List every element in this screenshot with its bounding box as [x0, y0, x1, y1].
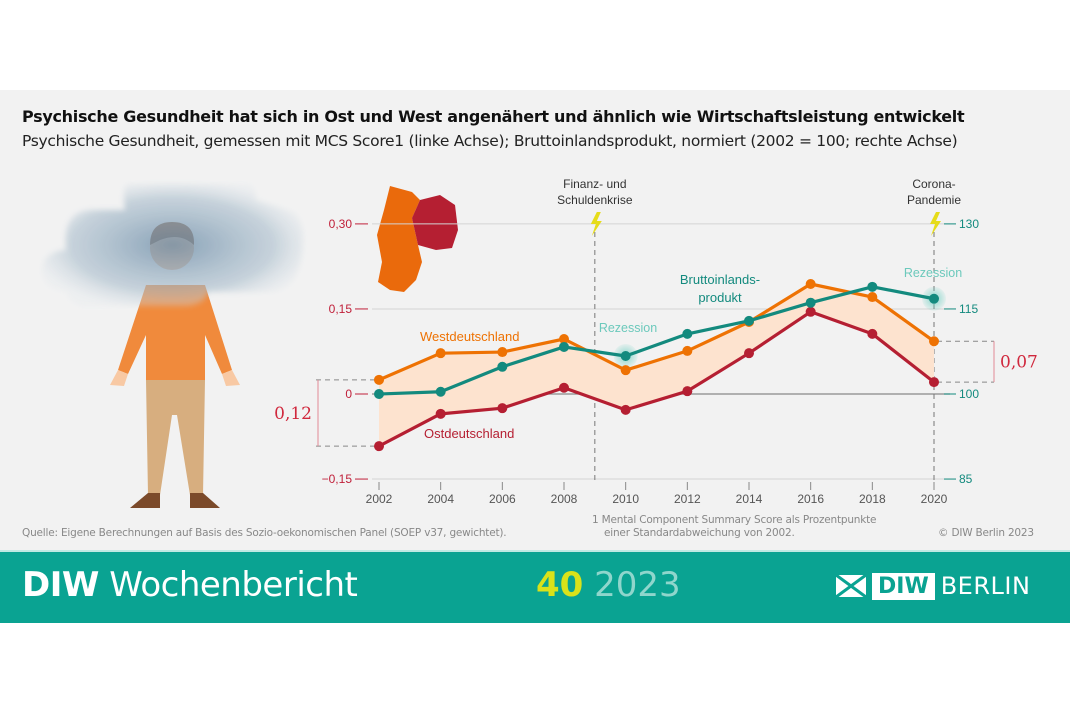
x-tick-label: 2008: [551, 492, 578, 506]
copyright: © DIW Berlin 2023: [938, 527, 1034, 539]
data-point: [497, 403, 508, 414]
data-point: [805, 306, 816, 317]
right-tick-label: 85: [959, 472, 973, 486]
data-point: [435, 348, 446, 359]
right-tick-label: 130: [959, 217, 979, 231]
brand-bold: DIW: [22, 565, 99, 605]
lightning-icon: [590, 212, 602, 236]
lightning-icon: [930, 212, 941, 236]
publication-name: DIW Wochenbericht: [22, 565, 358, 605]
data-point: [682, 328, 693, 339]
data-point: [682, 345, 693, 356]
data-point: [620, 365, 631, 376]
x-tick-label: 2006: [489, 492, 516, 506]
data-point: [374, 374, 384, 385]
x-tick-label: 2012: [674, 492, 701, 506]
person-illustration: [41, 184, 304, 508]
chart-title: Psychische Gesundheit hat sich in Ost un…: [22, 107, 965, 126]
x-tick-label: 2018: [859, 492, 886, 506]
x-tick-label: 2002: [366, 492, 393, 506]
data-point: [435, 386, 446, 397]
x-tick-label: 2004: [427, 492, 454, 506]
series-label-west: Westdeutschland: [420, 329, 520, 344]
data-point: [744, 348, 754, 359]
data-point: [497, 361, 508, 372]
data-point: [929, 336, 939, 347]
data-point: [929, 377, 939, 388]
data-point: [929, 293, 939, 304]
data-point: [559, 334, 569, 345]
event-label: Finanz- und: [563, 177, 626, 191]
x-tick-label: 2010: [612, 492, 639, 506]
gap-label-2002: 0,12: [274, 404, 312, 424]
event-label: Pandemie: [907, 193, 961, 207]
logo-text: BERLIN: [940, 572, 1031, 600]
footnote-line-1: 1 Mental Component Summary Score als Pro…: [592, 514, 877, 526]
data-point: [559, 341, 569, 352]
data-point: [867, 328, 878, 339]
series-label-gdp: produkt: [698, 290, 742, 305]
gap-area: [379, 284, 934, 447]
data-point: [374, 441, 384, 452]
x-tick-label: 2016: [797, 492, 824, 506]
recession-label: Rezession: [599, 321, 657, 335]
series-label-gdp: Bruttoinlands-: [680, 272, 760, 287]
data-point: [744, 315, 754, 326]
data-point: [620, 404, 631, 415]
logo-box: DIW: [872, 572, 935, 600]
left-tick-label: 0,15: [329, 302, 353, 316]
germany-map-icon: [377, 186, 458, 292]
right-tick-label: 115: [959, 302, 978, 316]
brand-rest: Wochenbericht: [98, 565, 358, 605]
left-tick-label: −0,15: [322, 472, 353, 486]
x-tick-label: 2020: [921, 492, 948, 506]
issue-number: 40: [536, 565, 584, 605]
gap-label-2020: 0,07: [1000, 353, 1038, 373]
data-point: [374, 389, 384, 399]
data-point: [867, 281, 878, 292]
data-point: [805, 279, 816, 290]
issue-year: 2023: [594, 565, 681, 605]
chart-subtitle: Psychische Gesundheit, gemessen mit MCS …: [22, 132, 958, 150]
x-tick-label: 2014: [736, 492, 763, 506]
series-line: [378, 285, 935, 396]
event-label: Corona-: [912, 177, 955, 191]
issue: 40 2023: [536, 565, 681, 605]
recession-label: Rezession: [904, 266, 962, 280]
series-label-east: Ostdeutschland: [424, 426, 514, 441]
footnote-line-2: einer Standardabweichung von 2002.: [604, 527, 795, 539]
data-point: [867, 292, 878, 303]
left-tick-label: 0: [345, 387, 352, 401]
data-point: [435, 408, 446, 419]
data-point: [620, 351, 631, 362]
data-point: [682, 386, 693, 397]
right-tick-label: 100: [959, 387, 979, 401]
series-line: [378, 282, 935, 382]
data-point: [497, 347, 508, 358]
data-point: [805, 297, 816, 308]
diw-berlin-logo: DIW BERLIN: [836, 572, 1030, 600]
series-line: [378, 310, 935, 448]
diw-logo-icon: [836, 573, 866, 599]
data-point: [559, 382, 569, 393]
source-note: Quelle: Eigene Berechnungen auf Basis de…: [22, 527, 507, 539]
left-tick-label: 0,30: [329, 217, 353, 231]
event-label: Schuldenkrise: [557, 193, 633, 207]
